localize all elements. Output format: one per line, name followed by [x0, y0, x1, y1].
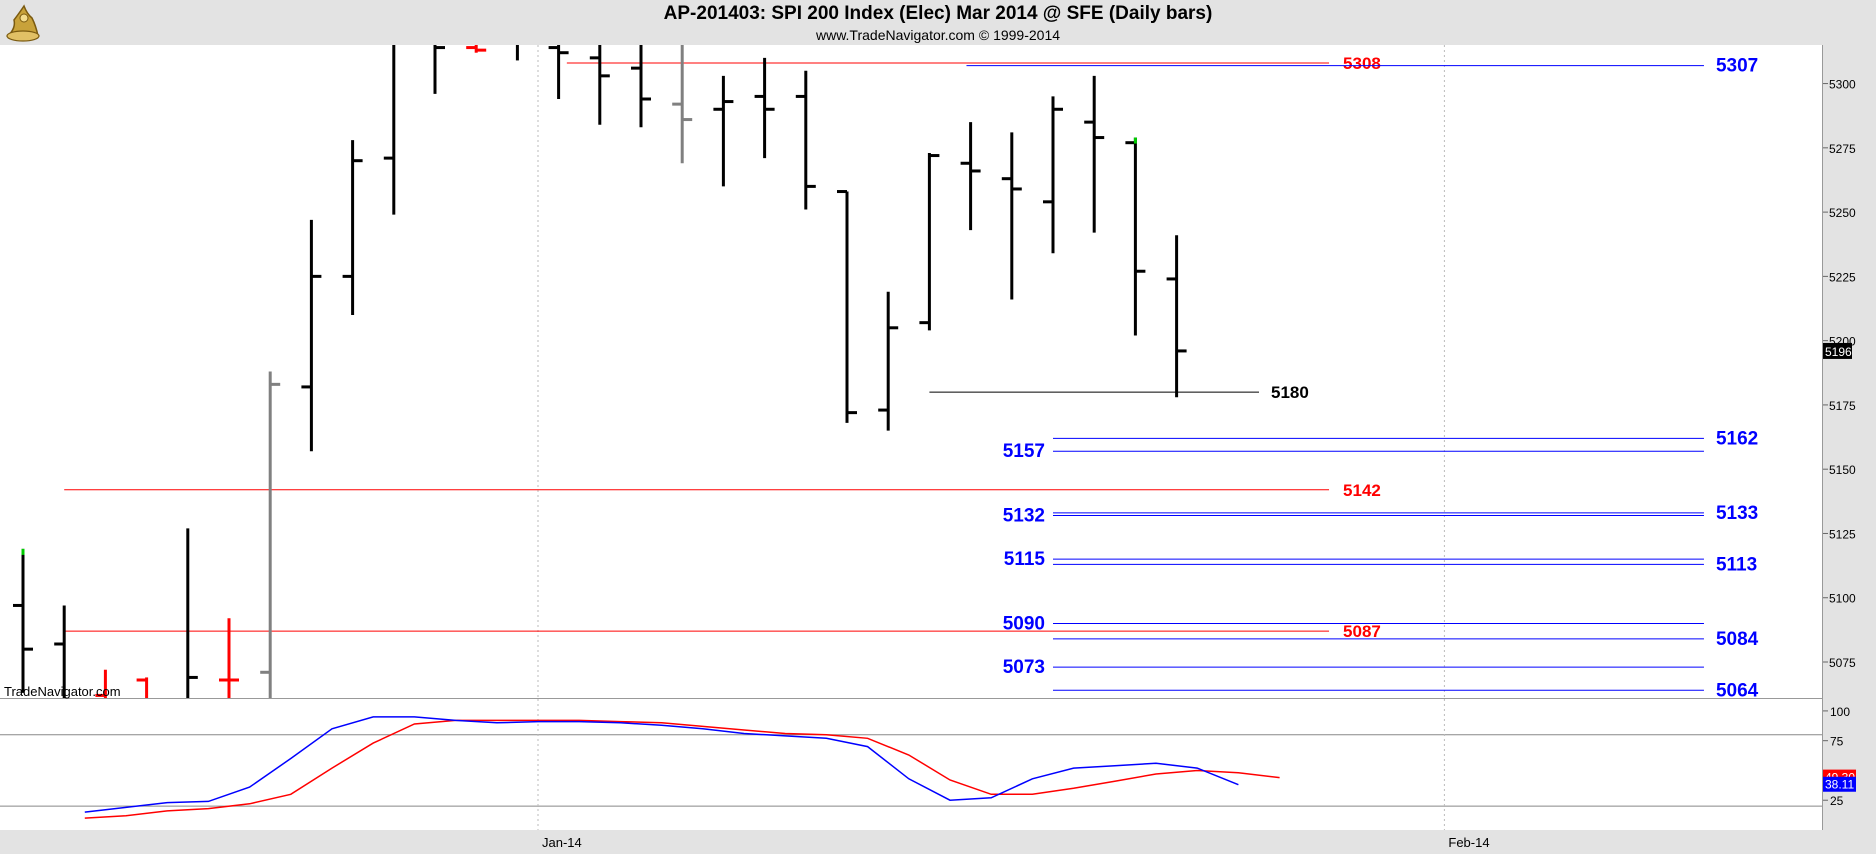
- ohlc-bar: [713, 75, 734, 187]
- last-price-box: [1823, 342, 1852, 359]
- stoch-tick-label: 100: [1830, 705, 1850, 719]
- ohlc-bar: [342, 140, 363, 315]
- level-label-5084: 5084: [1716, 629, 1759, 650]
- ohlc-bar: [548, 45, 569, 99]
- y-tick-label: 5150: [1829, 463, 1856, 477]
- level-label-5064: 5064: [1716, 680, 1759, 701]
- ohlc-bar: [95, 669, 107, 698]
- ohlc-bar: [754, 57, 775, 159]
- ohlc-bar: [1001, 132, 1022, 300]
- stoch-k-last-box: [1823, 776, 1856, 792]
- x-tick-label: Feb-14: [1448, 835, 1489, 850]
- y-tick-label: 5075: [1829, 656, 1856, 670]
- ohlc-bar: [13, 548, 33, 693]
- ohlc-bar: [1043, 96, 1063, 254]
- last-price-label: 5196: [1825, 345, 1852, 359]
- ohlc-bar: [260, 371, 281, 698]
- ohlc-bar: [54, 605, 66, 698]
- ohlc-bar: [383, 45, 396, 215]
- ohlc-bar: [795, 70, 816, 210]
- chart-title: AP-201403: SPI 200 Index (Elec) Mar 2014…: [663, 3, 1213, 24]
- stoch-tick-label: 25: [1830, 794, 1844, 808]
- y-tick-label: 5275: [1829, 142, 1856, 156]
- ohlc-bar: [1166, 235, 1187, 398]
- level-label-5162: 5162: [1716, 428, 1758, 449]
- ohlc-bar: [960, 122, 981, 231]
- ohlc-bar: [466, 45, 487, 53]
- ohlc-bar: [1125, 137, 1146, 336]
- y-tick-label: 5100: [1829, 592, 1856, 606]
- y-tick-label: 5175: [1829, 399, 1856, 413]
- ohlc-bar: [878, 291, 899, 431]
- level-label-5142: 5142: [1343, 481, 1381, 500]
- level-label-5073: 5073: [1003, 657, 1045, 678]
- y-tick-label: 5300: [1829, 78, 1856, 92]
- ohlc-bar: [837, 190, 857, 423]
- ohlc-bar: [186, 528, 198, 698]
- stoch-line-k: [84, 716, 1239, 813]
- x-tick-label: Jan-14: [542, 835, 582, 850]
- ohlc-bar: [301, 219, 322, 452]
- price-panel: [0, 45, 1822, 698]
- stoch-k-last-label: 38.11: [1825, 778, 1854, 792]
- chart-subtitle: www.TradeNavigator.com © 1999-2014: [815, 27, 1061, 43]
- trade-navigator-logo-icon: [2, 2, 44, 44]
- level-label-5087: 5087: [1343, 622, 1381, 641]
- ohlc-bar: [1084, 75, 1105, 233]
- stoch-panel: [0, 699, 1822, 830]
- level-label-5090: 5090: [1003, 613, 1045, 634]
- y-tick-label: 5250: [1829, 206, 1856, 220]
- level-label-5307: 5307: [1716, 56, 1758, 77]
- ohlc-bar: [433, 45, 445, 94]
- level-label-5308: 5308: [1343, 54, 1381, 73]
- ohlc-bar: [672, 45, 693, 164]
- level-label-5113: 5113: [1716, 554, 1757, 575]
- y-tick-label: 5225: [1829, 270, 1856, 284]
- ohlc-bar: [219, 618, 239, 698]
- level-label-5133: 5133: [1716, 503, 1758, 524]
- ohlc-bar: [589, 45, 610, 125]
- stoch-line-d: [84, 719, 1280, 819]
- stoch-tick-label: 75: [1830, 735, 1844, 749]
- level-label-5180: 5180: [1271, 383, 1309, 402]
- level-label-5132: 5132: [1003, 505, 1045, 526]
- level-label-5115: 5115: [1004, 549, 1046, 570]
- ohlc-bar: [515, 45, 519, 61]
- level-label-5157: 5157: [1003, 441, 1045, 462]
- ohlc-bar: [919, 152, 940, 331]
- y-tick-label: 5125: [1829, 527, 1856, 541]
- watermark-text: TradeNavigator.com: [4, 684, 121, 699]
- ohlc-bar: [136, 677, 149, 698]
- ohlc-bar: [631, 45, 651, 128]
